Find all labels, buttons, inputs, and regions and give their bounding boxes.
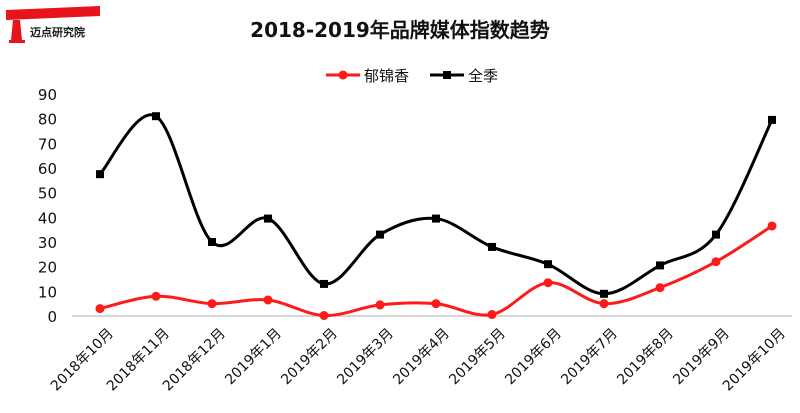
data-point-circle [95,304,105,314]
data-point-circle [151,291,161,301]
lighthouse-logo-icon [6,6,100,43]
data-point-square [152,112,160,121]
y-tick-label: 90 [38,86,57,104]
legend-item: 全季 [430,67,498,85]
data-point-circle [767,221,777,231]
data-point-circle [711,257,721,267]
series-layer [95,112,777,321]
data-point-square [488,242,496,251]
data-point-square [432,214,440,223]
y-axis: 0 10 20 30 40 50 60 70 80 90 [38,86,57,326]
series-red [95,221,777,321]
data-point-square [264,214,272,223]
y-tick-label: 70 [38,135,57,153]
series-black [96,112,776,298]
data-point-circle [207,299,217,309]
data-point-circle [319,311,329,321]
legend-label: 郁锦香 [364,67,409,85]
data-point-circle [431,299,441,309]
y-tick-label: 20 [38,259,57,277]
data-point-square [320,279,328,288]
data-point-circle [375,300,385,310]
data-point-square [712,230,720,239]
x-tick-label: 2019年7月 [558,326,621,389]
data-point-square [768,115,776,124]
logo: 迈点研究院 [4,4,102,44]
y-tick-label: 40 [38,209,57,227]
data-point-circle [599,299,609,309]
legend-label: 全季 [468,67,498,85]
data-point-square [208,238,216,246]
data-point-circle [263,295,273,305]
y-tick-label: 50 [38,185,57,203]
data-point-square [96,170,104,179]
x-tick-label: 2019年1月 [222,326,285,389]
logo-text: 迈点研究院 [30,26,85,39]
x-tick-label: 2019年2月 [278,326,341,389]
x-axis: 2018年10月2018年11月2018年12月2019年1月2019年2月20… [48,315,792,394]
x-tick-label: 2019年4月 [390,326,453,389]
x-tick-label: 2019年6月 [502,326,565,389]
y-tick-label: 30 [38,234,57,252]
y-tick-label: 80 [38,111,57,129]
data-point-circle [487,310,497,320]
y-tick-label: 10 [38,283,57,301]
legend-marker [443,71,451,79]
data-point-square [656,261,664,270]
data-point-square [544,260,552,269]
x-tick-label: 2019年5月 [446,326,509,389]
legend-item: 郁锦香 [326,67,409,85]
data-point-circle [655,283,665,293]
series-line [98,113,774,296]
legend-marker [338,70,348,80]
data-point-square [600,289,608,298]
data-point-circle [543,278,553,288]
y-tick-label: 0 [47,308,57,326]
x-tick-label: 2019年3月 [334,326,397,389]
chart-title: 2018-2019年品牌媒体指数趋势 [250,18,550,42]
legend: 郁锦香 全季 [326,67,498,85]
x-tick-label: 2019年8月 [614,326,677,389]
y-tick-label: 60 [38,160,57,178]
data-point-square [376,230,384,239]
